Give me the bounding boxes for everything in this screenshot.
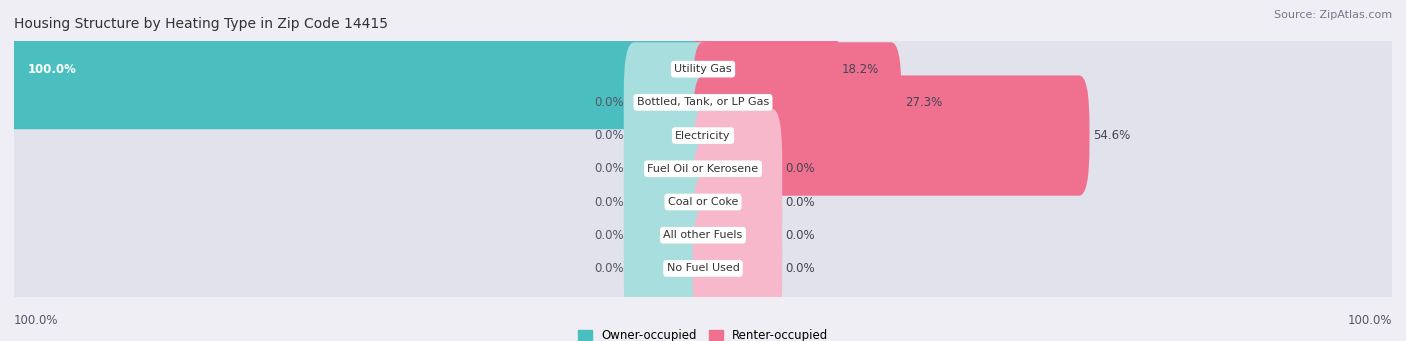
FancyBboxPatch shape bbox=[693, 9, 839, 129]
Text: Bottled, Tank, or LP Gas: Bottled, Tank, or LP Gas bbox=[637, 98, 769, 107]
Text: 100.0%: 100.0% bbox=[14, 314, 59, 327]
FancyBboxPatch shape bbox=[4, 9, 713, 129]
Text: No Fuel Used: No Fuel Used bbox=[666, 264, 740, 273]
Text: 18.2%: 18.2% bbox=[842, 63, 879, 76]
Text: Electricity: Electricity bbox=[675, 131, 731, 140]
FancyBboxPatch shape bbox=[4, 208, 713, 329]
Text: 54.6%: 54.6% bbox=[1092, 129, 1130, 142]
Text: 0.0%: 0.0% bbox=[786, 262, 815, 275]
Text: 100.0%: 100.0% bbox=[1347, 314, 1392, 327]
FancyBboxPatch shape bbox=[4, 9, 713, 129]
Text: 0.0%: 0.0% bbox=[595, 162, 624, 175]
FancyBboxPatch shape bbox=[0, 189, 1406, 341]
FancyBboxPatch shape bbox=[624, 208, 713, 329]
FancyBboxPatch shape bbox=[693, 75, 1090, 196]
Text: Housing Structure by Heating Type in Zip Code 14415: Housing Structure by Heating Type in Zip… bbox=[14, 17, 388, 31]
FancyBboxPatch shape bbox=[624, 75, 713, 196]
Text: All other Fuels: All other Fuels bbox=[664, 230, 742, 240]
FancyBboxPatch shape bbox=[693, 208, 1402, 329]
FancyBboxPatch shape bbox=[693, 175, 782, 295]
FancyBboxPatch shape bbox=[693, 109, 1402, 229]
Text: Fuel Oil or Kerosene: Fuel Oil or Kerosene bbox=[647, 164, 759, 174]
FancyBboxPatch shape bbox=[0, 89, 1406, 248]
FancyBboxPatch shape bbox=[4, 75, 713, 196]
FancyBboxPatch shape bbox=[624, 142, 713, 262]
FancyBboxPatch shape bbox=[0, 0, 1406, 149]
FancyBboxPatch shape bbox=[4, 142, 713, 262]
Text: Source: ZipAtlas.com: Source: ZipAtlas.com bbox=[1274, 10, 1392, 20]
FancyBboxPatch shape bbox=[693, 109, 782, 229]
FancyBboxPatch shape bbox=[0, 123, 1406, 281]
FancyBboxPatch shape bbox=[693, 75, 1402, 196]
FancyBboxPatch shape bbox=[693, 142, 1402, 262]
FancyBboxPatch shape bbox=[0, 156, 1406, 315]
Text: 0.0%: 0.0% bbox=[595, 229, 624, 242]
FancyBboxPatch shape bbox=[624, 175, 713, 295]
FancyBboxPatch shape bbox=[0, 23, 1406, 182]
Text: 0.0%: 0.0% bbox=[786, 162, 815, 175]
Text: 0.0%: 0.0% bbox=[595, 262, 624, 275]
Text: 0.0%: 0.0% bbox=[595, 129, 624, 142]
Text: 27.3%: 27.3% bbox=[905, 96, 942, 109]
FancyBboxPatch shape bbox=[693, 42, 1402, 162]
Text: 0.0%: 0.0% bbox=[595, 195, 624, 208]
Text: 0.0%: 0.0% bbox=[786, 195, 815, 208]
FancyBboxPatch shape bbox=[0, 56, 1406, 215]
FancyBboxPatch shape bbox=[4, 42, 713, 162]
Text: 0.0%: 0.0% bbox=[595, 96, 624, 109]
Text: 100.0%: 100.0% bbox=[28, 63, 77, 76]
FancyBboxPatch shape bbox=[693, 142, 782, 262]
Text: Coal or Coke: Coal or Coke bbox=[668, 197, 738, 207]
FancyBboxPatch shape bbox=[693, 208, 782, 329]
FancyBboxPatch shape bbox=[624, 42, 713, 162]
FancyBboxPatch shape bbox=[624, 109, 713, 229]
FancyBboxPatch shape bbox=[4, 175, 713, 295]
FancyBboxPatch shape bbox=[4, 109, 713, 229]
FancyBboxPatch shape bbox=[693, 42, 901, 162]
Text: 0.0%: 0.0% bbox=[786, 229, 815, 242]
FancyBboxPatch shape bbox=[693, 175, 1402, 295]
FancyBboxPatch shape bbox=[693, 9, 1402, 129]
Legend: Owner-occupied, Renter-occupied: Owner-occupied, Renter-occupied bbox=[572, 325, 834, 341]
Text: Utility Gas: Utility Gas bbox=[675, 64, 731, 74]
